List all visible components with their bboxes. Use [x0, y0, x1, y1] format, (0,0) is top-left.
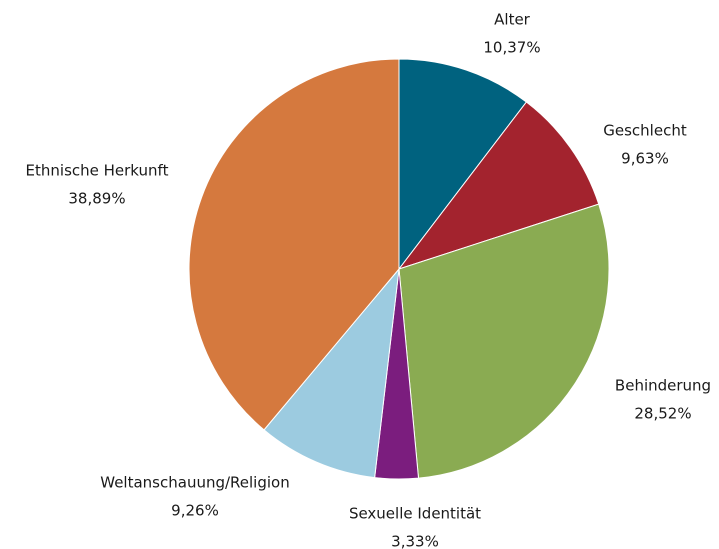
slice-value-label: 38,89% [68, 190, 125, 208]
slice-value-label: 10,37% [483, 39, 540, 57]
slice-label: Ethnische Herkunft [26, 162, 169, 180]
pie-slice [397, 101, 600, 270]
slice-value-label: 9,63% [621, 150, 669, 168]
slice-label: Geschlecht [603, 122, 687, 140]
slice-label: Alter [494, 11, 531, 29]
slice-value-label: 3,33% [391, 533, 439, 549]
slice-label: Weltanschauung/Religion [100, 474, 289, 492]
pie-slice [398, 58, 528, 271]
slice-label: Behinderung [615, 377, 711, 395]
slice-label: Sexuelle Identität [349, 505, 481, 523]
pie-slice [398, 203, 610, 479]
pie-slice [263, 267, 400, 479]
slice-value-label: 9,26% [171, 502, 219, 520]
pie-slice [188, 58, 400, 431]
slice-value-label: 28,52% [634, 405, 691, 423]
